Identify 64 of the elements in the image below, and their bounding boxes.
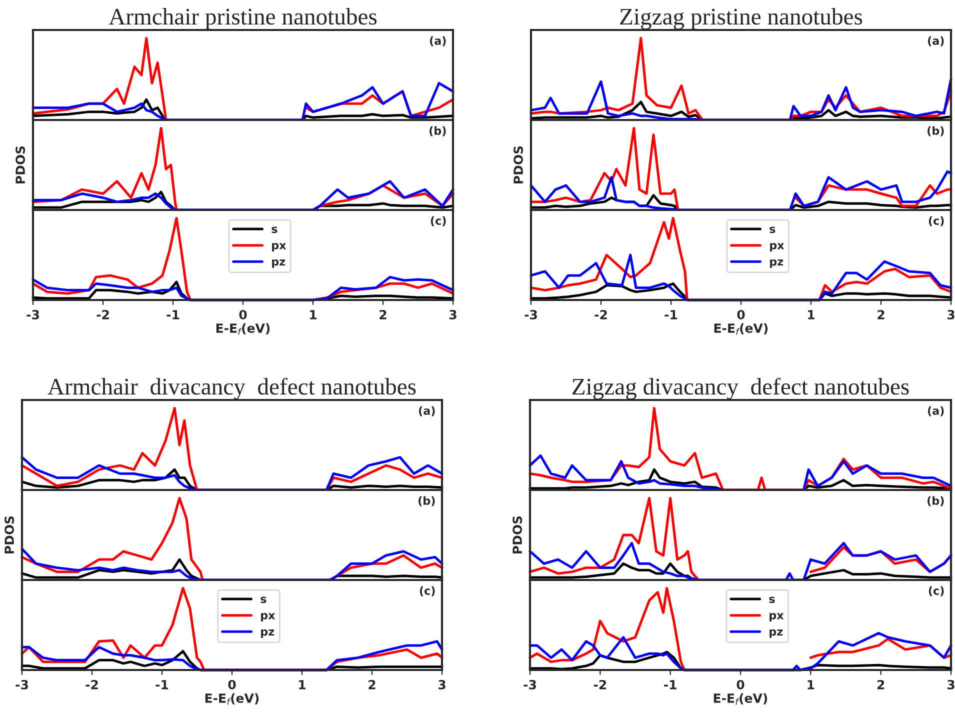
x-tick-label: 2	[368, 680, 376, 690]
x-tick-label: 1	[299, 680, 306, 690]
x-tick-label: -2	[594, 680, 606, 690]
x-tick-label: 2	[878, 310, 884, 320]
x-tick-label: -2	[96, 310, 109, 320]
annotation: (a)	[430, 36, 446, 46]
y-axis-title: PDOS	[4, 516, 14, 554]
annotation: (c)	[928, 216, 944, 226]
x-tick-label: 3	[947, 310, 954, 320]
x-tick-label: 0	[736, 680, 744, 690]
annotation: (b)	[928, 126, 944, 136]
legend-label: s	[260, 596, 266, 604]
x-tick-label: 0	[239, 310, 247, 320]
x-axis-title: E-E$_{f}$(eV)	[714, 323, 768, 335]
annotation: (c)	[928, 586, 944, 596]
chart-title: Armchair divacancy defect nanotubes	[48, 378, 416, 400]
annotation: (a)	[928, 406, 944, 416]
x-tick-label: -3	[524, 310, 537, 320]
x-tick-label: 3	[438, 680, 446, 690]
annotation: (a)	[419, 406, 435, 416]
legend-label: px	[770, 613, 784, 622]
y-axis-title: PDOS	[16, 146, 26, 184]
legend-label: pz	[770, 629, 783, 638]
x-tick-label: -3	[26, 310, 39, 320]
chart-title: Zigzag pristine nanotubes	[620, 8, 862, 30]
annotation: (c)	[430, 216, 446, 226]
x-tick-label: 0	[737, 310, 745, 320]
x-tick-label: 2	[877, 680, 884, 690]
legend-label: pz	[770, 259, 784, 268]
x-tick-label: -1	[664, 310, 678, 320]
x-tick-label: -3	[524, 680, 536, 690]
x-tick-label: -1	[156, 680, 168, 690]
x-tick-label: 2	[380, 310, 386, 320]
annotation: (b)	[430, 126, 446, 136]
legend-label: pz	[272, 259, 286, 268]
legend-label: px	[261, 613, 276, 622]
legend-label: s	[769, 596, 775, 604]
x-tick-label: 3	[947, 680, 954, 690]
legend-label: pz	[261, 629, 274, 638]
x-tick-label: -3	[16, 680, 28, 690]
x-axis-title: E-E$_{f}$(eV)	[216, 323, 270, 335]
x-axis-title: E-E$_{f}$(eV)	[714, 693, 768, 705]
x-tick-label: 0	[228, 680, 236, 690]
x-tick-label: -1	[166, 310, 180, 320]
annotation: (b)	[928, 496, 944, 506]
x-tick-label: 1	[808, 680, 814, 690]
x-tick-label: 1	[808, 310, 814, 320]
x-tick-label: -2	[86, 680, 98, 690]
x-tick-label: 1	[310, 310, 316, 320]
legend-label: s	[272, 226, 278, 234]
x-tick-label: -1	[664, 680, 676, 690]
legend-label: px	[770, 243, 784, 252]
x-tick-label: -2	[594, 310, 607, 320]
x-axis-title: E-E$_{f}$(eV)	[205, 693, 259, 705]
x-tick-label: 3	[449, 310, 456, 320]
chart-title: Armchair pristine nanotubes	[108, 8, 377, 30]
annotation: (c)	[420, 586, 435, 596]
chart-title: Zigzag divacancy defect nanotubes	[572, 378, 909, 400]
legend-label: s	[770, 226, 776, 234]
legend-label: px	[272, 243, 286, 252]
annotation: (a)	[928, 36, 944, 46]
annotation: (b)	[418, 496, 435, 506]
y-axis-title: PDOS	[514, 146, 524, 184]
y-axis-title: PDOS	[512, 516, 522, 554]
